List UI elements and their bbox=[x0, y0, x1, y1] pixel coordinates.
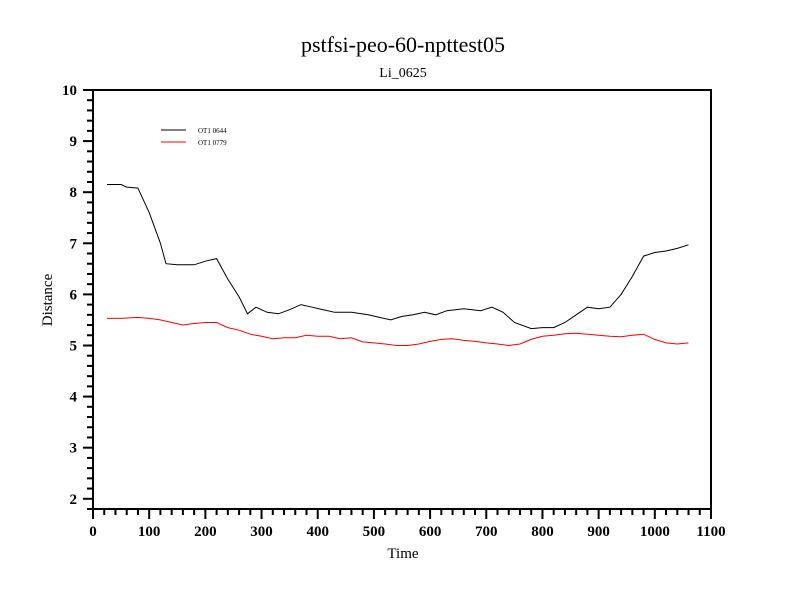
x-tick-label: 500 bbox=[363, 524, 386, 540]
y-tick-label: 8 bbox=[70, 185, 78, 201]
x-tick-label: 0 bbox=[89, 524, 97, 540]
x-tick-label: 400 bbox=[306, 524, 329, 540]
x-tick-label: 700 bbox=[475, 524, 498, 540]
x-tick-label: 100 bbox=[138, 524, 161, 540]
y-tick-label: 9 bbox=[70, 134, 78, 150]
series-line-0 bbox=[107, 184, 689, 330]
legend-label: OT1 0779 bbox=[198, 139, 227, 147]
y-tick-label: 7 bbox=[70, 236, 78, 252]
y-tick-label: 6 bbox=[70, 287, 78, 303]
x-tick-label: 1100 bbox=[696, 524, 725, 540]
legend-label: OT1 0644 bbox=[198, 127, 227, 135]
x-tick-label: 200 bbox=[194, 524, 217, 540]
y-axis-label: Distance bbox=[40, 273, 56, 326]
chart-title: pstfsi-peo-60-npttest05 bbox=[301, 32, 505, 57]
x-tick-label: 600 bbox=[419, 524, 442, 540]
chart-subtitle: Li_0625 bbox=[379, 66, 426, 81]
plot-frame bbox=[92, 89, 712, 510]
x-tick-label: 900 bbox=[587, 524, 610, 540]
legend: OT1 0644 OT1 0779 bbox=[161, 127, 227, 147]
x-axis-label: Time bbox=[387, 546, 418, 562]
y-tick-label: 5 bbox=[70, 338, 78, 354]
x-tick-label: 800 bbox=[531, 524, 554, 540]
series-line-1 bbox=[107, 316, 689, 347]
x-tick-label: 300 bbox=[250, 524, 273, 540]
y-tick-label: 4 bbox=[70, 390, 78, 406]
y-tick-label: 3 bbox=[70, 441, 78, 457]
y-tick-label: 2 bbox=[70, 492, 78, 508]
x-tick-label: 1000 bbox=[640, 524, 670, 540]
y-tick-label: 10 bbox=[62, 83, 77, 99]
